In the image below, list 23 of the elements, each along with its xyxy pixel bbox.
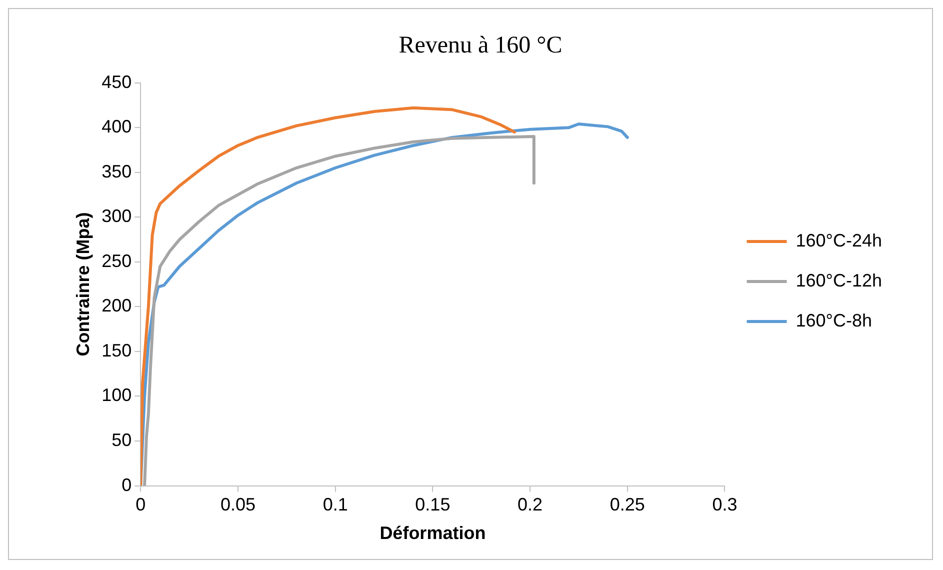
y-axis-title: Contrainre (Mpa): [72, 212, 93, 356]
legend-label: 160°C-24h: [796, 230, 882, 250]
legend-label: 160°C-8h: [796, 310, 872, 330]
x-tick-label: 0.05: [220, 494, 256, 515]
y-tick-label: 150: [102, 340, 132, 360]
y-tick-label: 400: [102, 116, 132, 137]
x-tick-label: 0.25: [610, 494, 645, 515]
x-tick-label: 0.3: [712, 494, 738, 515]
chart-title: Revenu à 160 °C: [398, 32, 562, 59]
x-tick-label: 0.1: [322, 494, 348, 515]
x-axis-title: Déformation: [380, 523, 486, 544]
y-tick-label: 300: [102, 206, 132, 226]
y-tick-label: 450: [102, 72, 132, 92]
y-tick-label: 0: [122, 474, 132, 495]
x-tick-label: 0.15: [415, 494, 450, 515]
y-tick-label: 250: [102, 250, 132, 271]
y-tick-label: 100: [102, 385, 132, 406]
x-tick-label: 0: [136, 494, 146, 515]
y-tick-label: 50: [112, 430, 132, 450]
x-tick-label: 0.2: [518, 494, 543, 515]
y-tick-label: 200: [102, 296, 132, 316]
legend-label: 160°C-12h: [796, 270, 882, 290]
y-tick-label: 350: [102, 161, 132, 182]
